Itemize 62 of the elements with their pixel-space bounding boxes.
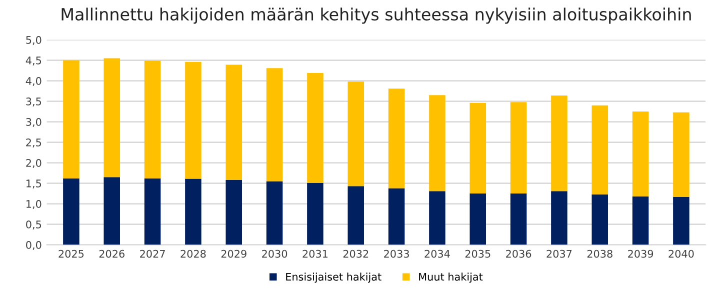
bar — [348, 82, 364, 186]
x-tick-label: 2025 — [58, 250, 84, 258]
y-tick-label: 2,5 — [26, 138, 42, 148]
x-tick-label: 2030 — [262, 250, 288, 258]
y-tick-label: 2,0 — [26, 159, 42, 168]
x-tick-label: 2037 — [546, 250, 572, 258]
bar — [63, 60, 80, 178]
legend-label: Muut hakijat — [419, 272, 483, 283]
bar — [673, 196, 690, 245]
y-tick-label: 1,0 — [26, 200, 42, 209]
y-tick-label: 4,5 — [26, 56, 42, 66]
y-tick-label: 0,0 — [26, 241, 42, 250]
bar — [266, 181, 283, 245]
y-tick-label: 3,0 — [26, 118, 42, 127]
y-tick-label: 1,5 — [26, 180, 42, 188]
bar — [185, 178, 202, 245]
bar — [226, 64, 242, 180]
legend-label: Ensisijaiset hakijat — [286, 272, 382, 283]
bar — [266, 68, 283, 182]
bar — [551, 191, 568, 245]
bar — [226, 180, 242, 245]
x-tick-label: 2033 — [384, 250, 409, 258]
bar — [185, 62, 202, 179]
bar — [632, 196, 649, 245]
bar — [63, 178, 80, 245]
bar — [429, 95, 446, 192]
x-tick-label: 2029 — [221, 250, 246, 258]
bar — [144, 178, 161, 245]
bar — [348, 186, 364, 245]
x-tick-label: 2038 — [587, 250, 612, 258]
bar — [307, 182, 324, 245]
chart-title: Mallinnettu hakijoiden määrän kehitys suhteessa nykyisiin aloituspaikkoihin — [62, 8, 691, 24]
bar — [592, 194, 608, 245]
bar — [388, 88, 405, 188]
x-tick-label: 2039 — [628, 250, 654, 258]
y-tick-label: 0,5 — [26, 220, 42, 230]
bar — [551, 96, 568, 192]
bar — [470, 194, 486, 245]
y-tick-label: 3,5 — [26, 98, 42, 106]
bar — [470, 102, 486, 194]
bar — [510, 102, 527, 194]
x-tick-label: 2040 — [668, 250, 694, 258]
bar — [429, 191, 446, 245]
x-tick-label: 2028 — [180, 250, 206, 258]
bar — [307, 72, 324, 183]
x-tick-label: 2035 — [465, 250, 490, 258]
x-tick-label: 2031 — [302, 250, 328, 258]
bar — [388, 188, 405, 245]
bar — [510, 194, 527, 245]
x-tick-label: 2032 — [343, 250, 368, 258]
x-tick-label: 2034 — [424, 250, 450, 258]
x-tick-label: 2036 — [506, 250, 532, 258]
bar — [673, 112, 690, 197]
bar — [104, 58, 120, 178]
x-tick-label: 2027 — [140, 250, 165, 258]
bar — [632, 112, 649, 196]
bar — [144, 60, 161, 178]
y-tick-label: 4,0 — [26, 77, 42, 86]
bar — [104, 177, 120, 245]
bar — [592, 105, 608, 194]
y-tick-label: 5,0 — [26, 36, 42, 45]
x-tick-label: 2026 — [99, 250, 124, 258]
